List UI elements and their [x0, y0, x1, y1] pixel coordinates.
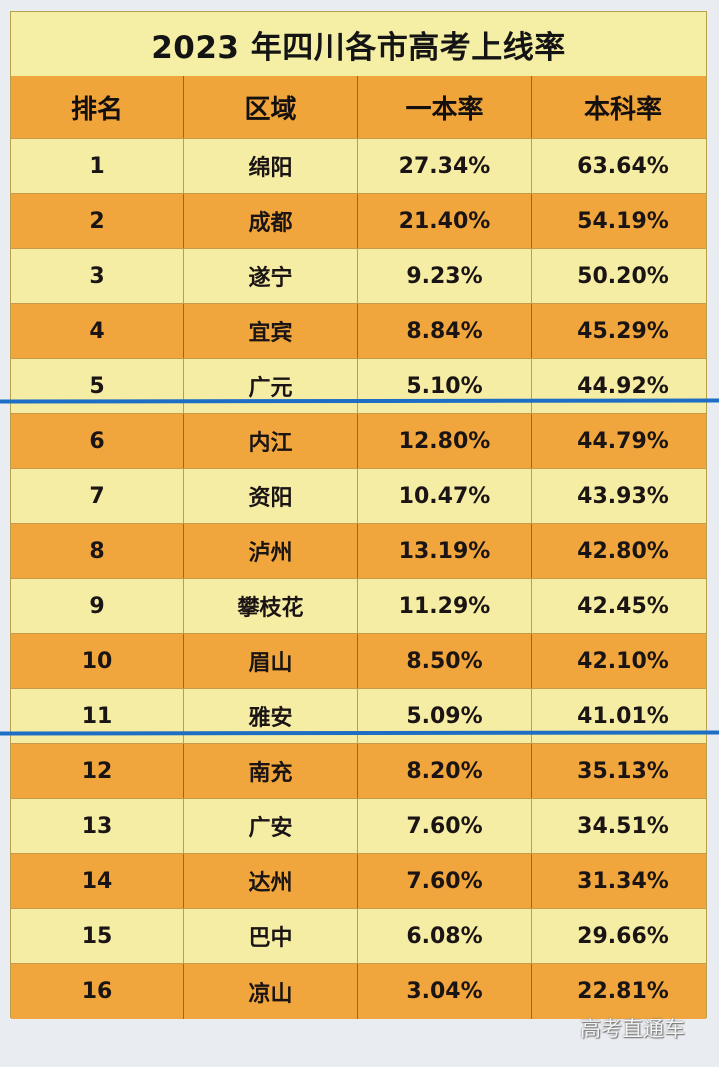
header-region: 区域: [184, 76, 358, 138]
undergrad-rate-cell: 29.66%: [577, 923, 669, 949]
region-cell: 广元: [184, 359, 358, 413]
ranking-table: 排名 区域 一本率 本科率 1 绵阳 27.34% 63.64% 2 成都 21…: [11, 76, 706, 1019]
tier1-rate-cell: 3.04%: [358, 964, 532, 1019]
table-row: 7 资阳 10.47% 43.93%: [11, 469, 706, 524]
region-cell: 雅安: [184, 689, 358, 743]
tier1-rate-cell: 7.60%: [358, 799, 532, 853]
table-row: 9 攀枝花 11.29% 42.45%: [11, 579, 706, 634]
tier1-rate-cell: 13.19%: [358, 524, 532, 578]
table-row: 5 广元 5.10% 44.92%: [11, 359, 706, 414]
tier1-rate-cell: 6.08%: [358, 909, 532, 963]
region-cell: 遂宁: [184, 249, 358, 303]
rank-cell: 8: [11, 524, 184, 578]
watermark: 高考直通车: [580, 1017, 685, 1041]
table-row: 15 巴中 6.08% 29.66%: [11, 909, 706, 964]
rank-cell: 7: [11, 469, 184, 523]
table-header-row: 排名 区域 一本率 本科率: [11, 76, 706, 139]
undergrad-rate-cell: 50.20%: [577, 263, 669, 289]
rank-cell: 1: [11, 139, 184, 193]
table-row: 14 达州 7.60% 31.34%: [11, 854, 706, 909]
rank-cell: 4: [11, 304, 184, 358]
rank-cell: 10: [11, 634, 184, 688]
table-row: 6 内江 12.80% 44.79%: [11, 414, 706, 469]
tier1-rate-cell: 5.10%: [358, 359, 532, 413]
undergrad-rate-cell: 41.01%: [577, 703, 669, 729]
region-cell: 巴中: [184, 909, 358, 963]
rank-cell: 9: [11, 579, 184, 633]
undergrad-rate-cell: 54.19%: [577, 208, 669, 234]
rank-cell: 13: [11, 799, 184, 853]
rank-cell: 5: [11, 359, 184, 413]
region-cell: 绵阳: [184, 139, 358, 193]
undergrad-rate-cell: 42.10%: [577, 648, 669, 674]
tier1-rate-cell: 10.47%: [358, 469, 532, 523]
rank-cell: 14: [11, 854, 184, 908]
rank-cell: 15: [11, 909, 184, 963]
page-title: 2023 年四川各市高考上线率: [11, 12, 706, 77]
table-row: 11 雅安 5.09% 41.01%: [11, 689, 706, 744]
table-row: 1 绵阳 27.34% 63.64%: [11, 139, 706, 194]
tier1-rate-cell: 12.80%: [358, 414, 532, 468]
tier1-rate-cell: 27.34%: [358, 139, 532, 193]
region-cell: 资阳: [184, 469, 358, 523]
rank-cell: 6: [11, 414, 184, 468]
region-cell: 成都: [184, 194, 358, 248]
tier1-rate-cell: 11.29%: [358, 579, 532, 633]
undergrad-rate-cell: 42.80%: [577, 538, 669, 564]
undergrad-rate-cell: 63.64%: [577, 153, 669, 179]
header-rank: 排名: [11, 76, 184, 138]
header-tier1-rate: 一本率: [358, 76, 532, 138]
region-cell: 南充: [184, 744, 358, 798]
tier1-rate-cell: 21.40%: [358, 194, 532, 248]
undergrad-rate-cell: 42.45%: [577, 593, 669, 619]
table-row: 10 眉山 8.50% 42.10%: [11, 634, 706, 689]
table-row: 12 南充 8.20% 35.13%: [11, 744, 706, 799]
table-row: 2 成都 21.40% 54.19%: [11, 194, 706, 249]
region-cell: 内江: [184, 414, 358, 468]
tier1-rate-cell: 8.50%: [358, 634, 532, 688]
table-row: 3 遂宁 9.23% 50.20%: [11, 249, 706, 304]
rank-cell: 16: [11, 964, 184, 1019]
rank-cell: 2: [11, 194, 184, 248]
rank-cell: 3: [11, 249, 184, 303]
ranking-table-sheet: 2023 年四川各市高考上线率 排名 区域 一本率 本科率 1 绵阳 27.34…: [10, 11, 707, 1019]
region-cell: 泸州: [184, 524, 358, 578]
tier1-rate-cell: 7.60%: [358, 854, 532, 908]
undergrad-rate-cell: 44.79%: [577, 428, 669, 454]
region-cell: 宜宾: [184, 304, 358, 358]
tier1-rate-cell: 8.20%: [358, 744, 532, 798]
undergrad-rate-cell: 22.81%: [577, 979, 669, 1004]
region-cell: 眉山: [184, 634, 358, 688]
tier1-rate-cell: 5.09%: [358, 689, 532, 743]
table-row: 8 泸州 13.19% 42.80%: [11, 524, 706, 579]
undergrad-rate-cell: 34.51%: [577, 813, 669, 839]
rank-cell: 12: [11, 744, 184, 798]
tier1-rate-cell: 8.84%: [358, 304, 532, 358]
region-cell: 凉山: [184, 964, 358, 1019]
rank-cell: 11: [11, 689, 184, 743]
undergrad-rate-cell: 31.34%: [577, 868, 669, 894]
header-undergrad-rate: 本科率: [583, 94, 662, 125]
tier1-rate-cell: 9.23%: [358, 249, 532, 303]
table-row: 16 凉山 3.04% 22.81%: [11, 964, 706, 1019]
region-cell: 达州: [184, 854, 358, 908]
region-cell: 攀枝花: [184, 579, 358, 633]
undergrad-rate-cell: 35.13%: [577, 758, 669, 784]
undergrad-rate-cell: 43.93%: [577, 483, 669, 509]
undergrad-rate-cell: 44.92%: [577, 373, 669, 399]
region-cell: 广安: [184, 799, 358, 853]
undergrad-rate-cell: 45.29%: [577, 318, 669, 344]
table-row: 4 宜宾 8.84% 45.29%: [11, 304, 706, 359]
table-row: 13 广安 7.60% 34.51%: [11, 799, 706, 854]
